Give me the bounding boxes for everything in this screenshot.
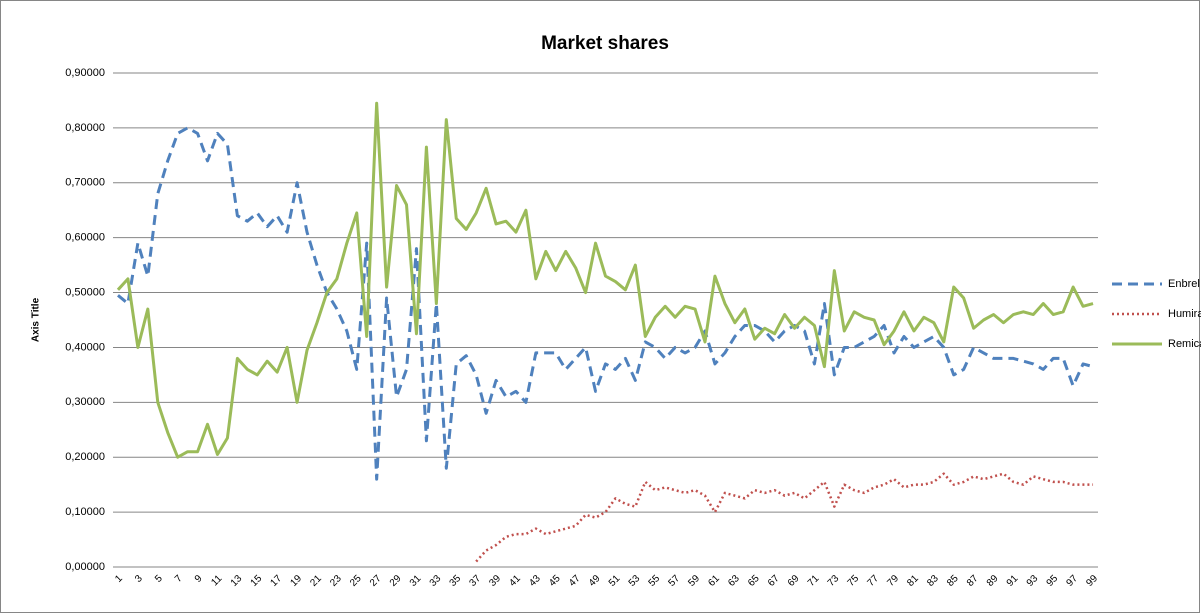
series-line — [117, 126, 1094, 481]
y-tick-label: 0,50000 — [65, 286, 105, 298]
y-tick-label: 0,90000 — [65, 67, 105, 79]
y-tick-label: 0,20000 — [65, 451, 105, 463]
legend-label: Remicade — [1168, 338, 1201, 350]
y-tick-label: 0,60000 — [65, 232, 105, 244]
chart-title: Market shares — [541, 33, 669, 54]
y-tick-label: 0,70000 — [65, 177, 105, 189]
series-line — [116, 101, 1094, 459]
y-tick-label: 0,80000 — [65, 122, 105, 134]
legend-label: Humira — [1168, 308, 1201, 320]
y-tick-label: 0,40000 — [65, 341, 105, 353]
y-tick-label: 0,10000 — [65, 506, 105, 518]
y-tick-label: 0,00000 — [65, 561, 105, 573]
y-axis-title: Axis Title — [31, 297, 42, 342]
series-line — [475, 472, 1094, 563]
y-tick-label: 0,30000 — [65, 396, 105, 408]
legend-label: Enbrel — [1168, 278, 1200, 290]
